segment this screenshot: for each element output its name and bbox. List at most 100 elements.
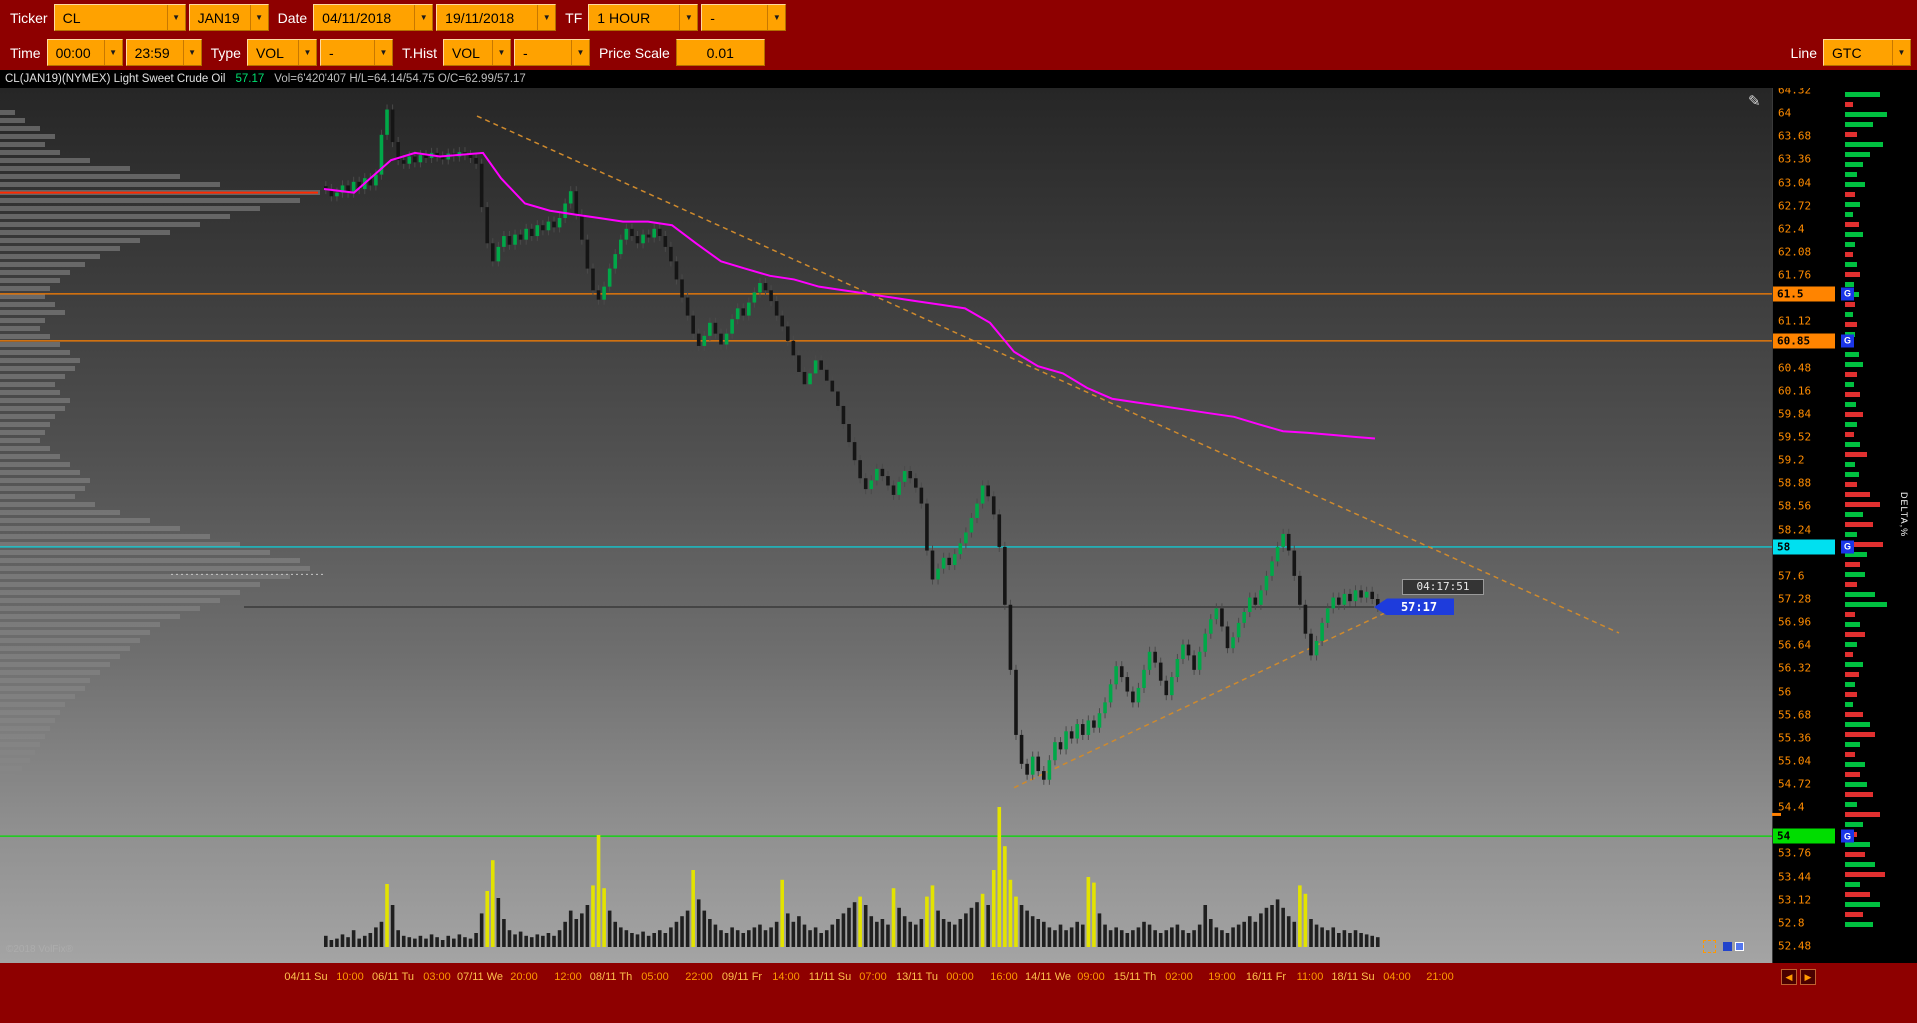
- price-tick: 60.16: [1778, 384, 1812, 398]
- scroll-left-button[interactable]: ◀: [1781, 969, 1797, 985]
- scroll-right-button[interactable]: ▶: [1800, 969, 1816, 985]
- price-tick: 62.08: [1778, 245, 1812, 259]
- gtc-badge: G: [1841, 540, 1854, 554]
- date-from-value: 04/11/2018: [322, 9, 392, 26]
- price-level-tag: 54: [1773, 828, 1835, 844]
- price-tick: 53.12: [1778, 893, 1812, 907]
- thist-label: T.Hist: [401, 44, 437, 61]
- price-tick: 55.36: [1778, 731, 1812, 745]
- time-axis-label: 04:00: [1383, 971, 1411, 983]
- price-level-tag: 60.85: [1773, 333, 1835, 349]
- time-axis-label: 16:00: [990, 971, 1018, 983]
- time-axis-label: 00:00: [946, 971, 974, 983]
- price-level-tag: 58: [1773, 539, 1835, 555]
- price-tick: 62.72: [1778, 199, 1812, 213]
- line-type-value: GTC: [1832, 44, 1862, 61]
- chevron-down-icon: ▼: [373, 40, 392, 65]
- price-scale-value[interactable]: 0.01: [675, 39, 765, 66]
- gtc-badge: G: [1841, 287, 1854, 301]
- time-label: Time: [10, 44, 41, 61]
- type-label: Type: [210, 44, 241, 61]
- volfix-watermark: ©2018 VolFix®: [6, 944, 73, 955]
- time-axis-label: 10:00: [336, 971, 364, 983]
- price-tick: 57.28: [1778, 592, 1812, 606]
- time-axis-label: 13/11 Tu: [896, 971, 938, 983]
- current-price-tag: 57:17: [1374, 598, 1454, 616]
- price-tick: 58.88: [1778, 476, 1812, 490]
- time-to-select[interactable]: 23:59 ▼: [125, 39, 202, 66]
- time-axis-label: 06/11 Tu: [372, 971, 414, 983]
- thist-extra-select[interactable]: - ▼: [513, 39, 590, 66]
- time-axis-label: 16/11 Fr: [1245, 971, 1287, 983]
- date-from-select[interactable]: 04/11/2018 ▼: [313, 4, 434, 31]
- edit-pencil-icon[interactable]: ✎: [1748, 93, 1761, 110]
- grid-legend-icon[interactable]: [1735, 942, 1744, 951]
- price-tick: 54.72: [1778, 777, 1812, 791]
- chevron-down-icon: ▼: [679, 5, 697, 30]
- time-from-select[interactable]: 00:00 ▼: [46, 39, 123, 66]
- ticker-label: Ticker: [10, 9, 48, 26]
- chevron-down-icon: ▼: [570, 40, 589, 65]
- ticker-select[interactable]: CL ▼: [53, 4, 186, 31]
- price-tick: 59.84: [1778, 407, 1812, 421]
- toolbar-row-1: Ticker CL ▼ JAN19 ▼ Date 04/11/2018 ▼ 19…: [0, 0, 1917, 35]
- timeframe-select[interactable]: 1 HOUR ▼: [588, 4, 699, 31]
- delta-axis-label: DELTA,%: [1899, 492, 1909, 538]
- time-from-value: 00:00: [55, 44, 91, 61]
- thist-extra-value: -: [522, 44, 528, 61]
- price-tick: 56: [1778, 685, 1792, 699]
- price-tick: 56.96: [1778, 615, 1812, 629]
- price-tick: 61.76: [1778, 268, 1812, 282]
- price-tick: 63.04: [1778, 176, 1812, 190]
- price-tick: 53.76: [1778, 846, 1812, 860]
- last-price: 57.17: [235, 73, 265, 85]
- type-extra-select[interactable]: - ▼: [319, 39, 393, 66]
- line-type-select[interactable]: GTC ▼: [1823, 39, 1911, 66]
- instrument-name: CL(JAN19)(NYMEX) Light Sweet Crude Oil: [5, 73, 226, 85]
- type-value: VOL: [255, 44, 284, 61]
- bar-countdown-tooltip: 04:17:51: [1402, 578, 1484, 595]
- date-to-value: 19/11/2018: [445, 9, 515, 26]
- price-level-tag: 61.5: [1773, 286, 1835, 302]
- chevron-down-icon: ▼: [182, 40, 201, 65]
- price-tick: 57.6: [1778, 569, 1805, 583]
- type-extra-value: -: [328, 44, 334, 61]
- contract-select[interactable]: JAN19 ▼: [188, 4, 269, 31]
- time-axis-label: 15/11 Th: [1113, 971, 1157, 983]
- ticker-value: CL: [62, 9, 81, 26]
- session-stats: Vol=6'420'407 H/L=64.14/54.75 O/C=62.99/…: [274, 73, 526, 85]
- chevron-down-icon: ▼: [249, 5, 268, 30]
- time-axis[interactable]: 04/11 Su 10:00 06/11 Tu 03:00 07/11 We 20:00 1…: [0, 963, 1917, 1023]
- time-axis-label: 11:00: [1296, 971, 1324, 983]
- thist-select[interactable]: VOL ▼: [442, 39, 511, 66]
- chevron-down-icon: ▼: [297, 40, 316, 65]
- chevron-down-icon: ▼: [414, 5, 432, 30]
- time-axis-label: 07/11 We: [456, 971, 504, 983]
- date-to-select[interactable]: 19/11/2018 ▼: [436, 4, 557, 31]
- time-axis-label: 19:00: [1208, 971, 1236, 983]
- timeframe-extra-select[interactable]: - ▼: [701, 4, 787, 31]
- cluster-legend-icon[interactable]: [1723, 942, 1732, 951]
- price-tick: 52.48: [1778, 939, 1812, 953]
- time-axis-label: 12:00: [554, 971, 582, 983]
- chevron-down-icon: ▼: [491, 40, 510, 65]
- price-axis-column[interactable]: [1772, 88, 1917, 963]
- price-scale-label: Price Scale: [598, 44, 670, 61]
- time-axis-label: 18/11 Su: [1331, 971, 1375, 983]
- chart-plot-area[interactable]: [0, 88, 1917, 963]
- thist-value: VOL: [451, 44, 480, 61]
- price-tick: 55.04: [1778, 754, 1812, 768]
- chevron-down-icon: ▼: [103, 40, 122, 65]
- time-axis-label: 07:00: [859, 971, 887, 983]
- chevron-down-icon: ▼: [1892, 40, 1910, 65]
- price-tick: 63.68: [1778, 129, 1812, 143]
- price-tick: 64: [1778, 106, 1792, 120]
- timeframe-label: TF: [565, 9, 583, 26]
- chevron-down-icon: ▼: [767, 5, 785, 30]
- time-axis-label: 05:00: [641, 971, 669, 983]
- profile-legend-icon[interactable]: [1703, 940, 1716, 953]
- price-tick: 61.12: [1778, 314, 1812, 328]
- type-select[interactable]: VOL ▼: [246, 39, 317, 66]
- price-tick: 52.8: [1778, 916, 1805, 930]
- toolbar-row-2: Time 00:00 ▼ 23:59 ▼ Type VOL ▼ - ▼ T.Hi…: [0, 35, 1917, 70]
